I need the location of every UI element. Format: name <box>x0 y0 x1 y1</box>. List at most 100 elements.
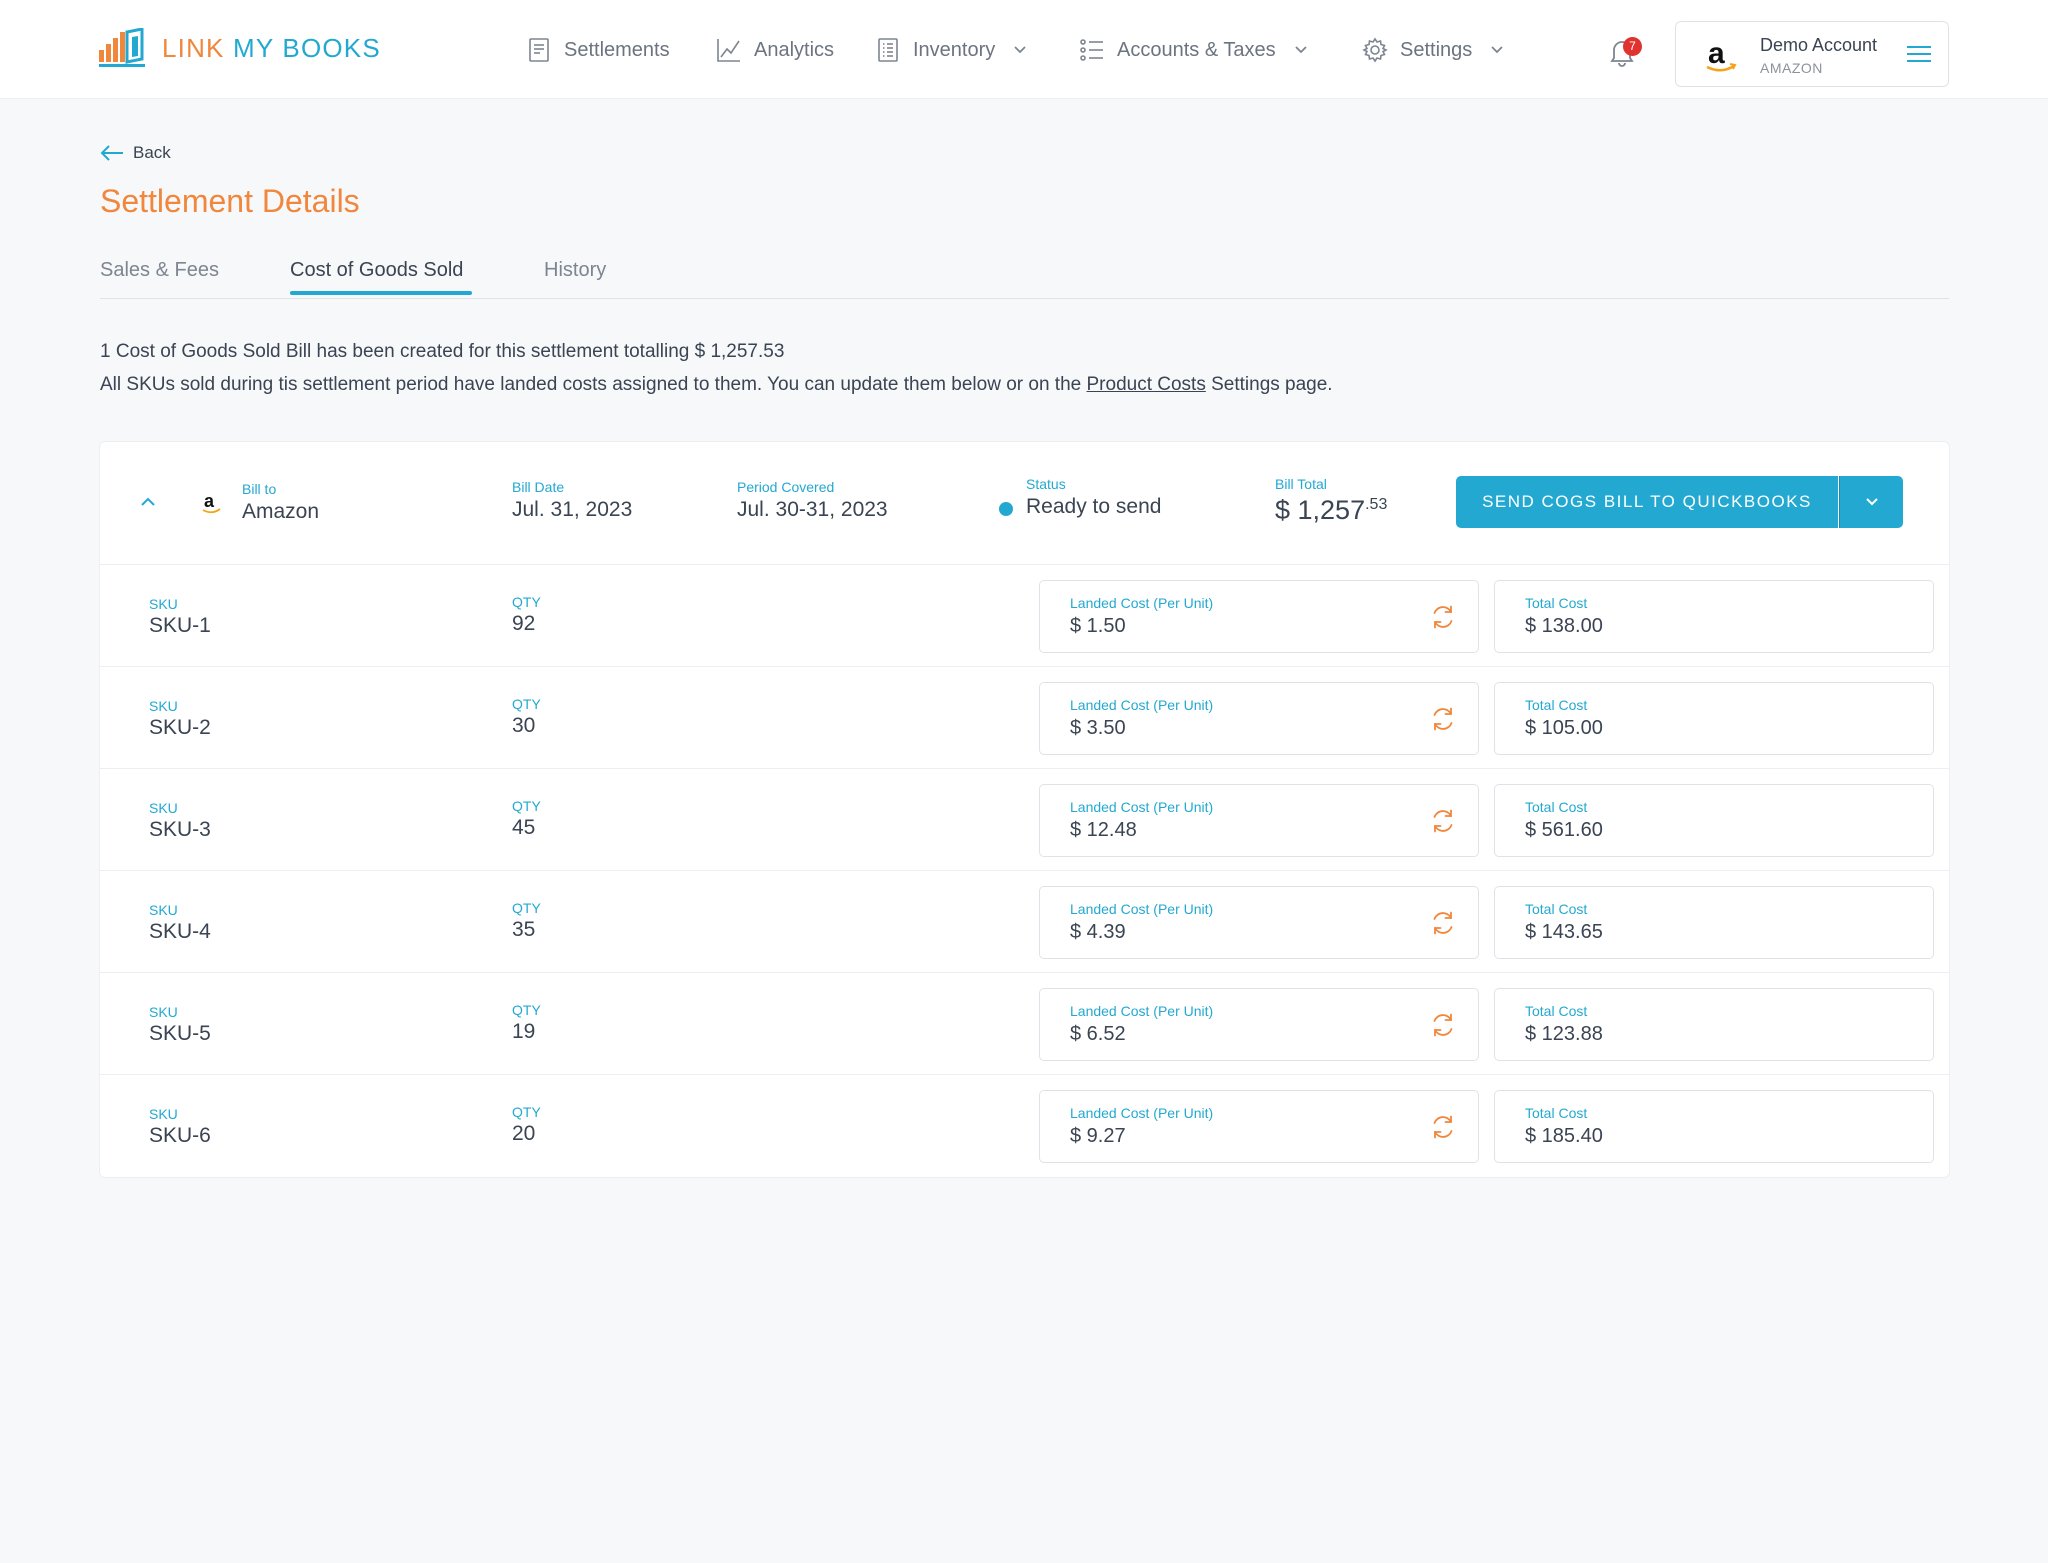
back-link[interactable]: Back <box>100 143 171 163</box>
account-marketplace: AMAZON <box>1760 60 1823 76</box>
status-value: Ready to send <box>1026 495 1162 518</box>
total-cost-label: Total Cost <box>1525 697 1588 713</box>
list-icon <box>1080 39 1103 61</box>
account-switcher[interactable]: a Demo Account AMAZON <box>1675 21 1949 87</box>
bill-total-main: $ 1,257 <box>1275 495 1366 525</box>
nav-analytics[interactable]: Analytics <box>716 34 834 66</box>
qty-label: QTY <box>512 798 541 814</box>
sku-row: SKU SKU-6 QTY 20 Landed Cost (Per Unit) $ 9.2… <box>100 1075 1949 1177</box>
total-cost-label: Total Cost <box>1525 1105 1588 1121</box>
sku-label: SKU <box>149 1106 178 1122</box>
qty-value: 45 <box>512 816 536 839</box>
landed-cost-field[interactable]: Landed Cost (Per Unit) $ 4.39 <box>1039 886 1479 959</box>
total-cost-field: Total Cost $ 105.00 <box>1494 682 1934 755</box>
nav-settings[interactable]: Settings <box>1362 34 1504 66</box>
nav-settlements-label: Settlements <box>564 38 670 61</box>
app-logo[interactable]: LINK MY BOOKS <box>98 28 381 68</box>
total-cost-value: $ 561.60 <box>1525 819 1603 841</box>
chevron-down-icon <box>1014 46 1026 54</box>
total-cost-field: Total Cost $ 143.65 <box>1494 886 1934 959</box>
amazon-logo-icon: a <box>202 491 221 514</box>
nav-accounts-taxes[interactable]: Accounts & Taxes <box>1079 34 1308 66</box>
landed-cost-field[interactable]: Landed Cost (Per Unit) $ 1.50 <box>1039 580 1479 653</box>
top-header: LINK MY BOOKS Settlements Analytics <box>0 0 2048 99</box>
qty-value: 30 <box>512 714 536 737</box>
total-cost-field: Total Cost $ 561.60 <box>1494 784 1934 857</box>
status-label: Status <box>1026 476 1066 492</box>
qty-label: QTY <box>512 1002 541 1018</box>
tab-history[interactable]: History <box>544 259 607 281</box>
sku-label: SKU <box>149 596 178 612</box>
total-cost-label: Total Cost <box>1525 799 1588 815</box>
landed-cost-field[interactable]: Landed Cost (Per Unit) $ 6.52 <box>1039 988 1479 1061</box>
refresh-icon[interactable] <box>1429 807 1457 835</box>
books-logo-icon <box>99 28 145 67</box>
qty-label: QTY <box>512 696 541 712</box>
refresh-icon[interactable] <box>1429 603 1457 631</box>
total-cost-field: Total Cost $ 138.00 <box>1494 580 1934 653</box>
total-cost-field: Total Cost $ 185.40 <box>1494 1090 1934 1163</box>
sku-row: SKU SKU-2 QTY 30 Landed Cost (Per Unit) $ 3.5… <box>100 667 1949 769</box>
landed-cost-value[interactable]: $ 12.48 <box>1070 819 1137 841</box>
bill-date-value: Jul. 31, 2023 <box>512 498 633 521</box>
refresh-icon[interactable] <box>1429 1113 1457 1141</box>
sku-label: SKU <box>149 698 178 714</box>
period-covered-label: Period Covered <box>737 479 835 495</box>
app-logo-text: LINK MY BOOKS <box>162 32 381 63</box>
send-cogs-bill-button[interactable]: SEND COGS BILL TO QUICKBOOKS <box>1456 476 1838 528</box>
landed-cost-field[interactable]: Landed Cost (Per Unit) $ 3.50 <box>1039 682 1479 755</box>
active-tab-indicator <box>290 291 472 295</box>
landed-cost-field[interactable]: Landed Cost (Per Unit) $ 9.27 <box>1039 1090 1479 1163</box>
cogs-info-text-start: All SKUs sold during tis settlement peri… <box>100 374 1087 395</box>
sku-value: SKU-5 <box>149 1022 211 1045</box>
product-costs-link[interactable]: Product Costs <box>1086 374 1206 395</box>
qty-value: 20 <box>512 1122 536 1145</box>
svg-text:a: a <box>204 491 215 511</box>
landed-cost-value[interactable]: $ 3.50 <box>1070 717 1126 739</box>
landed-cost-label: Landed Cost (Per Unit) <box>1070 1003 1214 1019</box>
chevron-down-icon <box>1294 46 1307 54</box>
nav-analytics-label: Analytics <box>754 38 835 61</box>
qty-label: QTY <box>512 594 541 610</box>
landed-cost-value[interactable]: $ 1.50 <box>1070 615 1126 637</box>
landed-cost-label: Landed Cost (Per Unit) <box>1070 901 1214 917</box>
qty-value: 35 <box>512 918 536 941</box>
line-chart-icon <box>717 39 740 62</box>
landed-cost-value[interactable]: $ 4.39 <box>1070 921 1126 943</box>
chevron-down-icon <box>1866 498 1878 506</box>
refresh-icon[interactable] <box>1429 705 1457 733</box>
qty-value: 92 <box>512 612 536 635</box>
total-cost-value: $ 143.65 <box>1525 921 1603 943</box>
nav-settlements[interactable]: Settlements <box>526 34 670 66</box>
sku-value: SKU-2 <box>149 716 211 739</box>
chevron-down-icon <box>1491 46 1503 54</box>
total-cost-label: Total Cost <box>1525 1003 1588 1019</box>
bill-to-label: Bill to <box>242 481 277 497</box>
chevron-up-icon[interactable] <box>140 497 156 507</box>
landed-cost-value[interactable]: $ 6.52 <box>1070 1023 1126 1045</box>
amazon-logo-icon: a <box>1706 37 1737 72</box>
landed-cost-value[interactable]: $ 9.27 <box>1070 1125 1126 1147</box>
document-icon <box>529 38 549 62</box>
qty-label: QTY <box>512 1104 541 1120</box>
tab-cost-of-goods-sold[interactable]: Cost of Goods Sold <box>290 259 464 281</box>
sku-value: SKU-3 <box>149 818 211 841</box>
hamburger-menu-icon[interactable] <box>1906 44 1932 64</box>
period-covered-value: Jul. 30-31, 2023 <box>737 498 888 521</box>
nav-inventory[interactable]: Inventory <box>875 34 1027 66</box>
refresh-icon[interactable] <box>1429 909 1457 937</box>
landed-cost-label: Landed Cost (Per Unit) <box>1070 1105 1214 1121</box>
total-cost-label: Total Cost <box>1525 901 1588 917</box>
landed-cost-label: Landed Cost (Per Unit) <box>1070 595 1214 611</box>
bill-total-cents: .53 <box>1365 496 1388 513</box>
nav-inventory-label: Inventory <box>913 38 996 61</box>
sku-label: SKU <box>149 902 178 918</box>
sku-row: SKU SKU-5 QTY 19 Landed Cost (Per Unit) $ 6.5… <box>100 973 1949 1075</box>
sku-row: SKU SKU-1 QTY 92 Landed Cost (Per Unit) $ 1.5… <box>100 565 1949 667</box>
landed-cost-field[interactable]: Landed Cost (Per Unit) $ 12.48 <box>1039 784 1479 857</box>
send-options-dropdown-button[interactable] <box>1839 476 1903 528</box>
nav-accounts-taxes-label: Accounts & Taxes <box>1117 38 1276 61</box>
refresh-icon[interactable] <box>1429 1011 1457 1039</box>
tab-sales-fees[interactable]: Sales & Fees <box>100 259 219 281</box>
bill-total-label: Bill Total <box>1275 476 1327 492</box>
